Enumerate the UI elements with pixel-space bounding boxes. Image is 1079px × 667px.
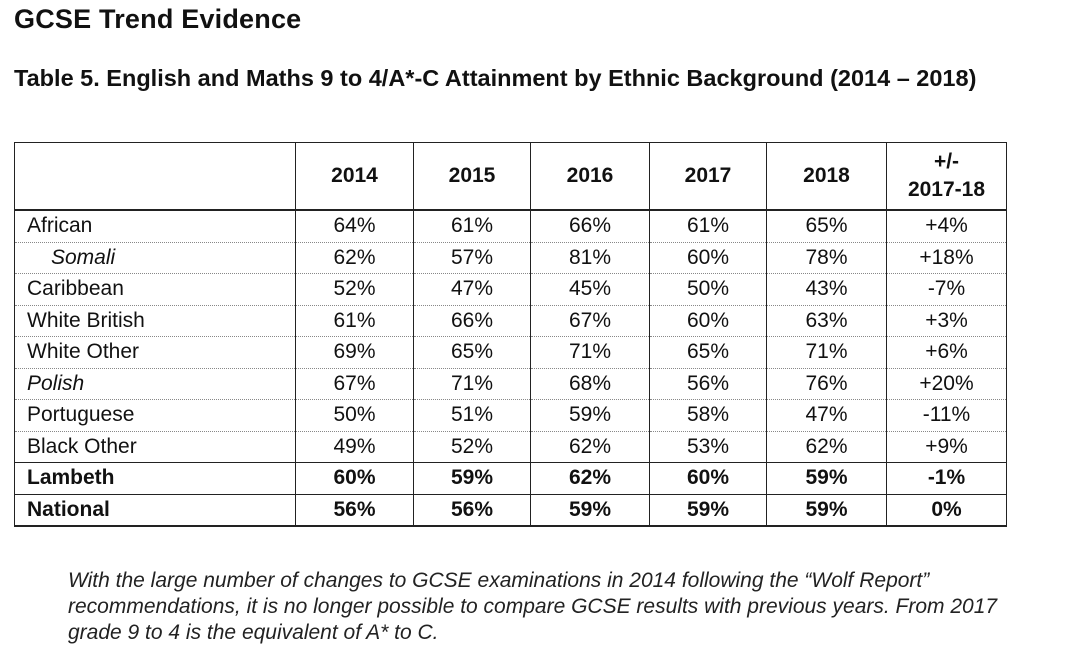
value-cell: 56% <box>649 367 767 400</box>
change-cell: +4% <box>886 209 1007 243</box>
row-label: Portuguese <box>14 399 296 432</box>
value-cell: 61% <box>649 209 767 243</box>
value-cell: 49% <box>295 430 414 463</box>
value-cell: 45% <box>530 273 650 306</box>
value-cell: 65% <box>649 336 767 369</box>
header-cell-2016: 2016 <box>530 142 650 211</box>
value-cell: 59% <box>530 493 650 527</box>
change-cell: +9% <box>886 430 1007 463</box>
value-cell: 61% <box>413 209 531 243</box>
header-cell-2014: 2014 <box>295 142 414 211</box>
value-cell: 81% <box>530 241 650 274</box>
value-cell: 71% <box>766 336 887 369</box>
value-cell: 63% <box>766 304 887 337</box>
value-cell: 65% <box>413 336 531 369</box>
table-caption: Table 5. English and Maths 9 to 4/A*-C A… <box>14 65 977 91</box>
value-cell: 52% <box>295 273 414 306</box>
value-cell: 53% <box>649 430 767 463</box>
row-label: African <box>14 209 296 243</box>
value-cell: 59% <box>649 493 767 527</box>
value-cell: 60% <box>649 304 767 337</box>
value-cell: 61% <box>295 304 414 337</box>
change-cell: +6% <box>886 336 1007 369</box>
table-row: Caribbean 52% 47% 45% 50% 43% -7% <box>14 273 1007 306</box>
table-row: Black Other 49% 52% 62% 53% 62% +9% <box>14 430 1007 463</box>
value-cell: 52% <box>413 430 531 463</box>
value-cell: 67% <box>530 304 650 337</box>
row-label: Polish <box>14 367 296 400</box>
value-cell: 60% <box>649 462 767 495</box>
value-cell: 50% <box>649 273 767 306</box>
value-cell: 47% <box>766 399 887 432</box>
table-row: White British 61% 66% 67% 60% 63% +3% <box>14 304 1007 337</box>
value-cell: 76% <box>766 367 887 400</box>
value-cell: 69% <box>295 336 414 369</box>
row-label: Somali <box>14 241 296 274</box>
attainment-table: 2014 2015 2016 2017 2018 +/- 2017-18 Afr… <box>14 142 1007 527</box>
value-cell: 71% <box>530 336 650 369</box>
value-cell: 68% <box>530 367 650 400</box>
value-cell: 60% <box>295 462 414 495</box>
value-cell: 66% <box>413 304 531 337</box>
value-cell: 57% <box>413 241 531 274</box>
value-cell: 58% <box>649 399 767 432</box>
header-cell-2018: 2018 <box>766 142 887 211</box>
value-cell: 59% <box>766 493 887 527</box>
table-row: Somali 62% 57% 81% 60% 78% +18% <box>14 241 1007 274</box>
value-cell: 71% <box>413 367 531 400</box>
row-label: Caribbean <box>14 273 296 306</box>
value-cell: 60% <box>649 241 767 274</box>
change-cell: +3% <box>886 304 1007 337</box>
row-label: National <box>14 493 296 527</box>
value-cell: 62% <box>530 462 650 495</box>
row-label: White British <box>14 304 296 337</box>
table-row: African 64% 61% 66% 61% 65% +4% <box>14 209 1007 243</box>
table-header-row: 2014 2015 2016 2017 2018 +/- 2017-18 <box>14 142 1007 211</box>
header-cell-empty <box>14 142 296 211</box>
row-label: Lambeth <box>14 462 296 495</box>
value-cell: 62% <box>766 430 887 463</box>
table-row: National 56% 56% 59% 59% 59% 0% <box>14 493 1007 527</box>
value-cell: 66% <box>530 209 650 243</box>
header-change-line2: 2017-18 <box>907 178 986 201</box>
value-cell: 47% <box>413 273 531 306</box>
change-cell: -1% <box>886 462 1007 495</box>
change-cell: -7% <box>886 273 1007 306</box>
value-cell: 59% <box>413 462 531 495</box>
value-cell: 78% <box>766 241 887 274</box>
table-row: Lambeth 60% 59% 62% 60% 59% -1% <box>14 462 1007 495</box>
change-cell: -11% <box>886 399 1007 432</box>
header-cell-2015: 2015 <box>413 142 531 211</box>
change-cell: +18% <box>886 241 1007 274</box>
value-cell: 67% <box>295 367 414 400</box>
value-cell: 64% <box>295 209 414 243</box>
table-row: Portuguese 50% 51% 59% 58% 47% -11% <box>14 399 1007 432</box>
table-body: African 64% 61% 66% 61% 65% +4% Somali 62% 57% 81%… <box>14 209 1007 527</box>
value-cell: 56% <box>413 493 531 527</box>
header-cell-change: +/- 2017-18 <box>886 142 1007 211</box>
row-label: Black Other <box>14 430 296 463</box>
value-cell: 43% <box>766 273 887 306</box>
change-cell: +20% <box>886 367 1007 400</box>
value-cell: 56% <box>295 493 414 527</box>
footnote: With the large number of changes to GCSE… <box>68 569 998 644</box>
row-label: White Other <box>14 336 296 369</box>
table-row: White Other 69% 65% 71% 65% 71% +6% <box>14 336 1007 369</box>
value-cell: 50% <box>295 399 414 432</box>
header-cell-2017: 2017 <box>649 142 767 211</box>
header-change-line1: +/- <box>933 150 960 173</box>
value-cell: 62% <box>295 241 414 274</box>
value-cell: 59% <box>766 462 887 495</box>
value-cell: 65% <box>766 209 887 243</box>
value-cell: 51% <box>413 399 531 432</box>
page-heading: GCSE Trend Evidence <box>14 4 302 34</box>
value-cell: 62% <box>530 430 650 463</box>
change-cell: 0% <box>886 493 1007 527</box>
value-cell: 59% <box>530 399 650 432</box>
table-row: Polish 67% 71% 68% 56% 76% +20% <box>14 367 1007 400</box>
